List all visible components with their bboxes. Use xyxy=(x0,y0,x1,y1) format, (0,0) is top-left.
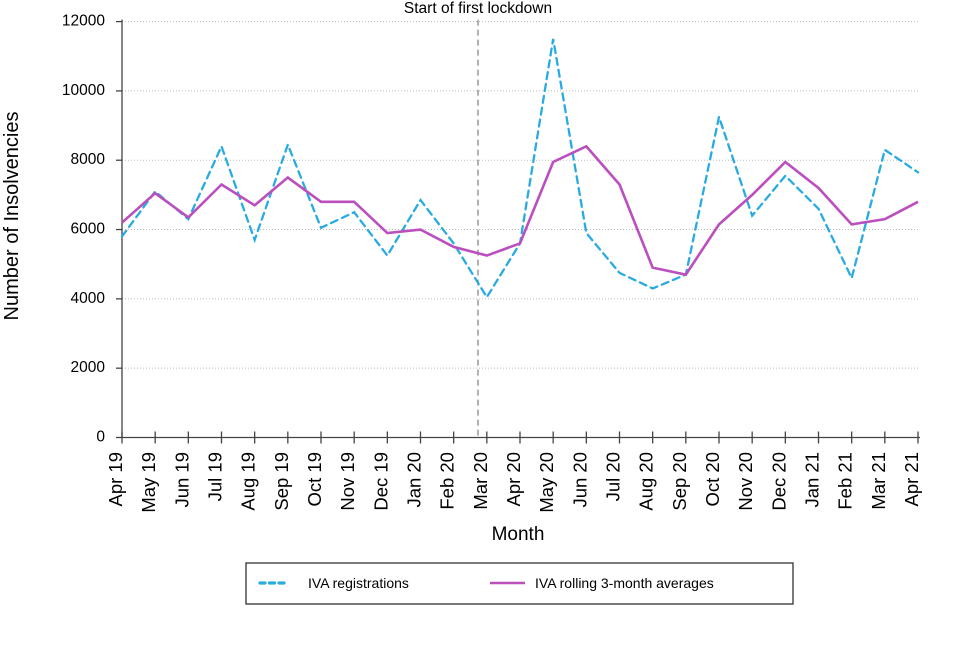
svg-text:May 20: May 20 xyxy=(536,452,557,513)
svg-text:Sep 19: Sep 19 xyxy=(271,452,292,511)
svg-text:Oct 20: Oct 20 xyxy=(702,452,723,507)
svg-text:Dec 19: Dec 19 xyxy=(370,452,391,511)
svg-text:Aug 20: Aug 20 xyxy=(636,452,657,511)
svg-text:12000: 12000 xyxy=(62,13,105,30)
svg-text:May 19: May 19 xyxy=(138,452,159,513)
svg-text:Jul 19: Jul 19 xyxy=(205,452,226,501)
svg-text:Dec 20: Dec 20 xyxy=(768,452,789,511)
svg-text:Nov 19: Nov 19 xyxy=(337,452,358,511)
svg-text:Apr 20: Apr 20 xyxy=(503,452,524,507)
svg-text:Jul 20: Jul 20 xyxy=(603,452,624,501)
svg-text:Sep 20: Sep 20 xyxy=(669,452,690,511)
svg-text:IVA registrations: IVA registrations xyxy=(308,575,409,591)
svg-text:Feb 20: Feb 20 xyxy=(437,452,458,510)
svg-text:Nov 20: Nov 20 xyxy=(735,452,756,511)
svg-text:2000: 2000 xyxy=(71,359,106,376)
svg-text:Jan 20: Jan 20 xyxy=(404,452,425,508)
svg-text:Jan 21: Jan 21 xyxy=(802,452,823,508)
svg-text:Mar 20: Mar 20 xyxy=(470,452,491,510)
svg-text:Jun 20: Jun 20 xyxy=(569,452,590,508)
svg-text:Aug 19: Aug 19 xyxy=(238,452,259,511)
svg-text:Oct 19: Oct 19 xyxy=(304,452,325,507)
svg-text:Apr 19: Apr 19 xyxy=(105,452,126,507)
svg-text:4000: 4000 xyxy=(71,290,106,307)
svg-text:Start of first lockdown: Start of first lockdown xyxy=(404,0,552,17)
svg-text:8000: 8000 xyxy=(71,151,106,168)
svg-text:Month: Month xyxy=(492,524,545,545)
svg-text:0: 0 xyxy=(96,429,105,446)
svg-text:Number of Insolvencies: Number of Insolvencies xyxy=(1,112,23,321)
svg-text:Apr 21: Apr 21 xyxy=(901,452,922,507)
svg-text:6000: 6000 xyxy=(71,221,106,238)
svg-text:IVA rolling 3-month averages: IVA rolling 3-month averages xyxy=(535,575,714,591)
svg-text:Feb 21: Feb 21 xyxy=(835,452,856,510)
svg-text:Jun 19: Jun 19 xyxy=(171,452,192,508)
svg-text:10000: 10000 xyxy=(62,82,105,99)
svg-text:Mar 21: Mar 21 xyxy=(868,452,889,510)
